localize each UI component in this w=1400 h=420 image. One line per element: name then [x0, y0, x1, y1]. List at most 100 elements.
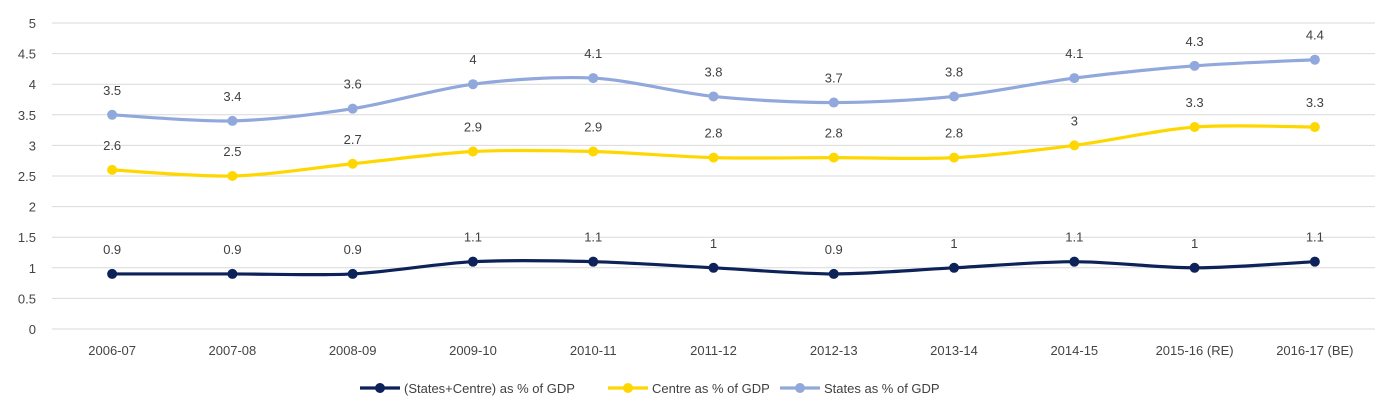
data-point [1189, 262, 1200, 273]
y-tick-label: 4.5 [18, 47, 36, 62]
data-label: 1.1 [1065, 230, 1083, 245]
data-point [1189, 60, 1200, 71]
x-tick-label: 2011-12 [690, 343, 737, 358]
data-point [828, 97, 839, 108]
data-label: 2.9 [584, 120, 602, 135]
legend-label: Centre as % of GDP [652, 381, 770, 396]
legend-label: States as % of GDP [824, 381, 940, 396]
y-tick-label: 4 [29, 77, 36, 92]
x-axis-ticks: 2006-07 2007-08 2008-09 2009-10 2010-11 2011-… [88, 343, 1353, 358]
data-label: 2.7 [344, 132, 362, 147]
data-point [107, 164, 118, 175]
data-label: 3.8 [945, 64, 963, 79]
x-tick-label: 2009-10 [449, 343, 497, 358]
y-tick-label: 1 [29, 261, 36, 276]
x-tick-label: 2016-17 (BE) [1276, 343, 1353, 358]
data-label: 3.7 [825, 71, 843, 86]
data-label: 1 [1191, 236, 1198, 251]
data-point [1309, 256, 1320, 267]
data-point [467, 79, 478, 90]
data-label: 3.3 [1306, 95, 1324, 110]
y-tick-label: 5 [29, 16, 36, 31]
data-point [588, 146, 599, 157]
y-axis-ticks: 0 0.5 1 1.5 2 2.5 3 3.5 4 4.5 5 [18, 16, 36, 337]
data-point [107, 268, 118, 279]
data-point [1309, 54, 1320, 65]
data-point [347, 103, 358, 114]
data-point [1069, 140, 1080, 151]
data-label: 1.1 [464, 230, 482, 245]
data-label: 4.1 [1065, 46, 1083, 61]
series-3: 3.5 3.4 3.6 4 4.1 3.8 3.7 3.8 4.1 4.3 4.4 [103, 28, 1324, 126]
data-point [1069, 256, 1080, 267]
data-point [708, 152, 719, 163]
data-point [1309, 122, 1320, 133]
legend-item: (States+Centre) as % of GDP [360, 381, 575, 396]
data-label: 4 [469, 52, 476, 67]
data-point [949, 152, 960, 163]
data-point [1189, 122, 1200, 133]
data-point [708, 91, 719, 102]
data-point [588, 73, 599, 84]
data-label: 2.8 [945, 126, 963, 141]
data-point [828, 268, 839, 279]
series-2: 2.6 2.5 2.7 2.9 2.9 2.8 2.8 2.8 3 3.3 3.3 [103, 95, 1324, 181]
y-tick-label: 1.5 [18, 230, 36, 245]
data-point [347, 158, 358, 169]
data-label: 3.5 [103, 83, 121, 98]
y-tick-label: 2.5 [18, 169, 36, 184]
legend-item: Centre as % of GDP [608, 381, 770, 396]
data-label: 3.3 [1186, 95, 1204, 110]
x-tick-label: 2006-07 [88, 343, 136, 358]
x-tick-label: 2007-08 [209, 343, 257, 358]
y-tick-label: 2 [29, 200, 36, 215]
data-point [467, 256, 478, 267]
data-label: 1.1 [584, 230, 602, 245]
data-label: 2.8 [704, 126, 722, 141]
data-label: 2.5 [223, 144, 241, 159]
data-point [227, 115, 238, 126]
x-tick-label: 2012-13 [810, 343, 858, 358]
series-1: 0.9 0.9 0.9 1.1 1.1 1 0.9 1 1.1 1 1.1 [103, 230, 1324, 279]
data-point [949, 91, 960, 102]
data-label: 4.4 [1306, 28, 1324, 43]
data-point [1069, 73, 1080, 84]
data-label: 0.9 [344, 242, 362, 257]
data-point [467, 146, 478, 157]
data-point [828, 152, 839, 163]
data-label: 3.4 [223, 89, 241, 104]
data-label: 2.9 [464, 120, 482, 135]
data-point [227, 268, 238, 279]
x-tick-label: 2010-11 [570, 343, 617, 358]
data-point [347, 268, 358, 279]
data-label: 0.9 [223, 242, 241, 257]
data-label: 3.8 [704, 64, 722, 79]
data-point [949, 262, 960, 273]
data-label: 0.9 [103, 242, 121, 257]
data-label: 0.9 [825, 242, 843, 257]
legend-marker [795, 383, 805, 393]
y-tick-label: 0 [29, 322, 36, 337]
legend-label: (States+Centre) as % of GDP [404, 381, 575, 396]
data-label: 3 [1071, 113, 1078, 128]
data-point [588, 256, 599, 267]
data-label: 4.3 [1186, 34, 1204, 49]
x-tick-label: 2013-14 [930, 343, 978, 358]
data-label: 1.1 [1306, 230, 1324, 245]
y-tick-label: 3 [29, 138, 36, 153]
legend-marker [375, 383, 385, 393]
data-label: 2.6 [103, 138, 121, 153]
data-point [708, 262, 719, 273]
data-point [107, 109, 118, 120]
x-tick-label: 2015-16 (RE) [1156, 343, 1234, 358]
x-tick-label: 2014-15 [1050, 343, 1098, 358]
data-label: 3.6 [344, 77, 362, 92]
legend-item: States as % of GDP [780, 381, 940, 396]
x-tick-label: 2008-09 [329, 343, 377, 358]
y-tick-label: 3.5 [18, 108, 36, 123]
legend: (States+Centre) as % of GDP Centre as % o… [360, 381, 940, 396]
y-tick-label: 0.5 [18, 291, 36, 306]
data-label: 4.1 [584, 46, 602, 61]
